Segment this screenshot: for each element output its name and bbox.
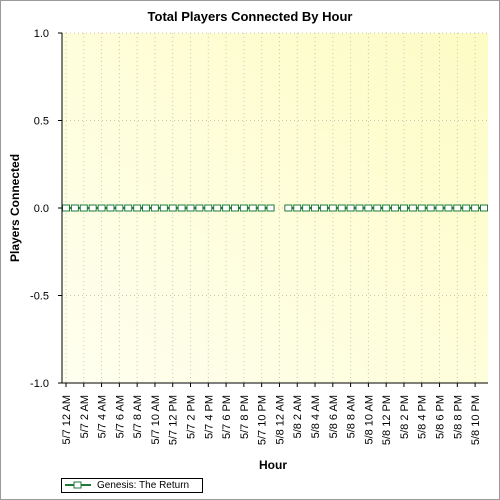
data-point <box>364 204 373 212</box>
data-point <box>124 204 133 212</box>
x-tick-label: 5/8 10 PM <box>470 395 482 445</box>
series-layer <box>62 204 488 212</box>
data-point <box>133 204 142 212</box>
data-point <box>257 204 266 212</box>
x-tick-label: 5/8 8 AM <box>346 395 358 438</box>
data-point <box>382 204 391 212</box>
data-point <box>222 204 231 212</box>
data-point <box>319 204 328 212</box>
data-point <box>106 204 115 212</box>
data-point <box>70 204 79 212</box>
x-tick-label: 5/7 4 AM <box>97 395 109 438</box>
x-tick-label: 5/7 4 PM <box>203 395 215 439</box>
data-point <box>213 204 222 212</box>
data-point <box>115 204 124 212</box>
data-point <box>355 204 364 212</box>
x-tick-label: 5/8 8 PM <box>452 395 464 439</box>
data-point <box>177 204 186 212</box>
data-point <box>337 204 346 212</box>
x-tick-label: 5/8 4 PM <box>417 395 429 439</box>
y-tick-label: 1.0 <box>34 28 49 40</box>
data-point <box>444 204 453 212</box>
data-point <box>462 204 471 212</box>
x-tick-label: 5/8 10 AM <box>363 395 375 445</box>
x-tick-label: 5/7 10 AM <box>150 395 162 445</box>
data-point <box>480 204 488 212</box>
data-point <box>293 204 302 212</box>
y-tick-label: 0.5 <box>34 116 49 128</box>
data-point <box>328 204 337 212</box>
data-point <box>97 204 106 212</box>
x-tick-label: 5/8 12 PM <box>381 395 393 445</box>
y-tick-label: 0.0 <box>34 203 49 215</box>
data-point <box>417 204 426 212</box>
legend-label-genesis: Genesis: The Return <box>97 480 190 491</box>
data-point <box>408 204 417 212</box>
data-point <box>186 204 195 212</box>
data-point <box>168 204 177 212</box>
x-tick-label: 5/7 10 PM <box>257 395 269 445</box>
data-point <box>426 204 435 212</box>
y-tick-label: -0.5 <box>30 291 49 303</box>
y-tick-label: -1.0 <box>30 378 49 390</box>
x-axis-title: Hour <box>259 458 287 472</box>
x-tick-label: 5/7 2 PM <box>186 395 198 439</box>
x-tick-label: 5/7 6 AM <box>114 395 126 438</box>
data-point <box>435 204 444 212</box>
axes <box>58 32 488 387</box>
data-point <box>346 204 355 212</box>
data-point <box>391 204 400 212</box>
data-point <box>195 204 204 212</box>
data-point <box>88 204 97 212</box>
data-point <box>150 204 159 212</box>
x-tick-label: 5/8 2 PM <box>399 395 411 439</box>
data-point <box>62 204 70 212</box>
data-point <box>204 204 213 212</box>
data-point <box>142 204 151 212</box>
x-tick-label: 5/7 2 AM <box>79 395 91 438</box>
data-point <box>471 204 480 212</box>
x-tick-label: 5/8 4 AM <box>310 395 322 438</box>
data-point <box>373 204 382 212</box>
data-point <box>159 204 168 212</box>
data-point <box>239 204 248 212</box>
x-tick-label: 5/7 12 AM <box>61 395 73 445</box>
x-tick-label: 5/7 6 PM <box>221 395 233 439</box>
data-point <box>266 204 275 212</box>
x-tick-label: 5/8 2 AM <box>292 395 304 438</box>
y-axis-title: Players Connected <box>8 154 22 262</box>
legend-swatch <box>65 481 91 489</box>
x-tick-labels: 5/7 12 AM 5/7 2 AM 5/7 4 AM 5/7 6 AM 5/7 8 A… <box>61 395 482 445</box>
x-tick-label: 5/7 8 AM <box>132 395 144 438</box>
x-tick-label: 5/7 8 PM <box>239 395 251 439</box>
data-point <box>284 204 293 212</box>
data-point <box>248 204 257 212</box>
chart-title: Total Players Connected By Hour <box>148 9 353 24</box>
data-point <box>453 204 462 212</box>
data-point <box>230 204 239 212</box>
x-tick-label: 5/7 12 PM <box>168 395 180 445</box>
data-point <box>79 204 88 212</box>
data-point <box>311 204 320 212</box>
x-tick-label: 5/8 6 PM <box>435 395 447 439</box>
x-tick-label: 5/8 12 AM <box>274 395 286 445</box>
x-tick-label: 5/8 6 AM <box>328 395 340 438</box>
legend: Genesis: The Return <box>61 478 203 493</box>
y-tick-labels: 1.0 0.5 0.0 -0.5 -1.0 <box>30 28 49 390</box>
data-point <box>399 204 408 212</box>
data-point <box>302 204 311 212</box>
